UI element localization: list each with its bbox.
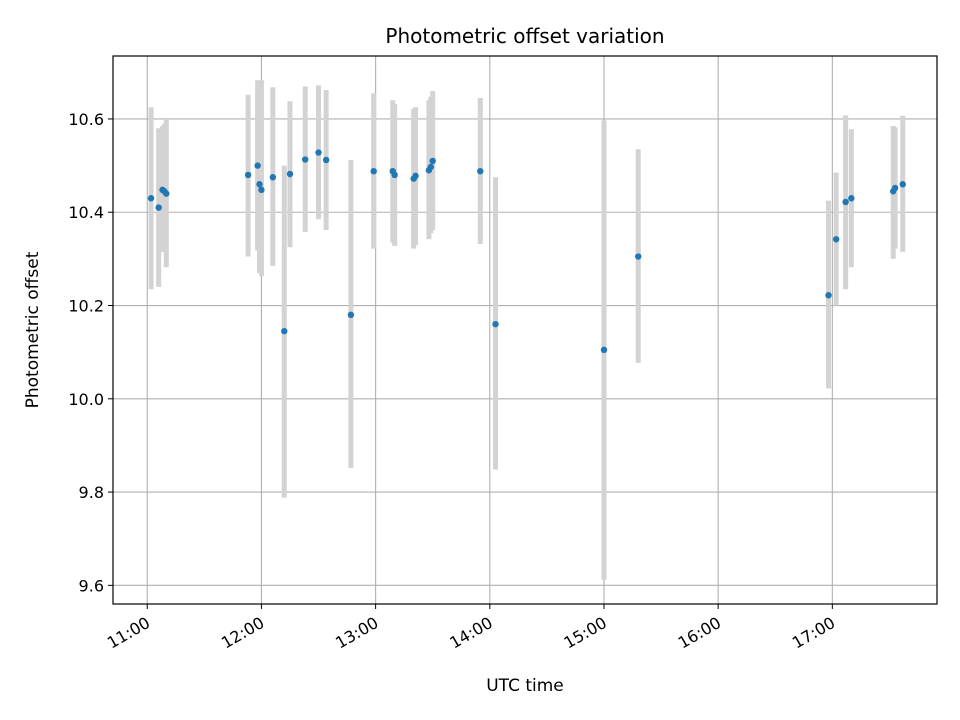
data-point bbox=[635, 253, 642, 260]
data-point bbox=[269, 174, 277, 181]
data-point bbox=[891, 184, 899, 192]
data-point bbox=[147, 195, 155, 202]
plot-frame bbox=[112, 55, 938, 605]
y-tick-label: 10.0 bbox=[68, 390, 104, 409]
data-point bbox=[286, 170, 294, 178]
y-axis: 9.6 9.8 10.0 10.2 10.4 10.6 bbox=[68, 110, 113, 595]
data-point bbox=[429, 157, 436, 165]
data-point bbox=[315, 149, 322, 156]
data-point bbox=[412, 172, 419, 180]
y-tick-label: 10.6 bbox=[68, 110, 104, 129]
data-point bbox=[600, 346, 608, 354]
data-point bbox=[322, 156, 330, 164]
data-point bbox=[258, 186, 265, 194]
data-point bbox=[302, 156, 309, 163]
data-point bbox=[281, 327, 288, 335]
data-point bbox=[848, 195, 855, 202]
chart-title: Photometric offset variation bbox=[385, 24, 664, 48]
data-point bbox=[163, 190, 170, 197]
y-tick-label: 10.4 bbox=[68, 203, 104, 222]
data-point bbox=[477, 167, 484, 175]
data-point bbox=[254, 162, 261, 169]
data-point bbox=[832, 236, 840, 243]
data-point bbox=[370, 167, 377, 175]
data-point bbox=[244, 171, 252, 179]
y-tick-label: 9.6 bbox=[79, 576, 104, 595]
y-tick-label: 9.8 bbox=[79, 483, 104, 502]
data-points bbox=[147, 149, 906, 354]
data-point bbox=[347, 311, 355, 319]
data-point bbox=[391, 171, 398, 179]
y-tick-label: 10.2 bbox=[68, 297, 104, 316]
data-point bbox=[825, 292, 832, 299]
data-point bbox=[842, 198, 849, 206]
data-point bbox=[155, 204, 162, 211]
x-axis-label: UTC time bbox=[486, 676, 564, 696]
data-point bbox=[256, 181, 263, 188]
data-point bbox=[899, 181, 906, 188]
data-point bbox=[492, 320, 499, 328]
y-axis-label: Photometric offset bbox=[23, 251, 43, 408]
data-point bbox=[427, 163, 435, 171]
